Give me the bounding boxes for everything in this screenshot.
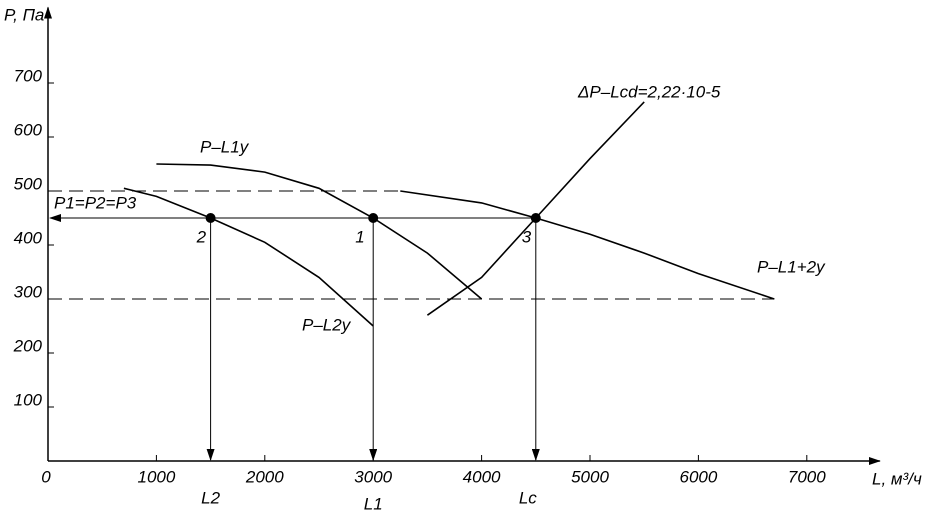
pressure-label: P1=P2=P3 (54, 193, 137, 212)
x-tick-label: 5000 (571, 467, 609, 486)
y-tick-label: 400 (14, 228, 43, 247)
point-label: 3 (522, 227, 532, 246)
y-tick-label: 300 (14, 282, 43, 301)
curve-label: P–L1y (200, 137, 250, 156)
point-label: 2 (196, 227, 207, 246)
drop-label: Lc (519, 488, 537, 507)
x-tick-label: 4000 (463, 467, 501, 486)
x-tick-label: 2000 (245, 467, 284, 486)
operating-point (368, 213, 379, 223)
x-tick-label: 7000 (788, 467, 826, 486)
curve (123, 187, 374, 327)
y-tick-label: 500 (14, 174, 43, 193)
drop-label: L2 (201, 488, 220, 507)
x-tick-label: 0 (41, 467, 51, 486)
y-axis-label: P, Па (4, 5, 44, 24)
curve (156, 163, 483, 300)
curve (400, 190, 775, 300)
y-tick-label: 600 (14, 120, 43, 139)
point-label: 1 (355, 227, 364, 246)
x-axis-label: L, м³/ч (872, 469, 922, 488)
operating-point (205, 213, 216, 223)
drop-label: L1 (364, 494, 383, 513)
operating-point (530, 213, 541, 223)
curve-label: P–L1+2y (757, 257, 826, 276)
curve-label: ΔP–Lcd=2,22·10-5 (577, 82, 721, 101)
x-tick-label: 6000 (679, 467, 717, 486)
x-tick-label: 1000 (137, 467, 175, 486)
x-tick-label: 3000 (354, 467, 392, 486)
y-tick-label: 700 (14, 66, 43, 85)
curve-label: P–L2y (302, 315, 352, 334)
y-tick-label: 200 (13, 336, 43, 355)
y-tick-label: 100 (14, 390, 43, 409)
